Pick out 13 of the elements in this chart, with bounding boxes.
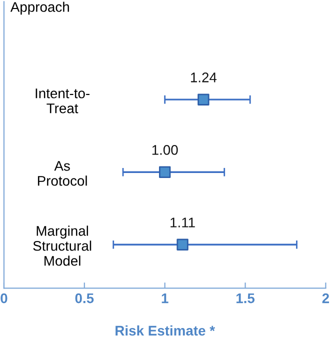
y-tick-label: As Protocol — [38, 161, 87, 186]
y-tick-label: Marginal Structural Model — [33, 226, 92, 266]
x-tick-label: 1 — [162, 294, 168, 304]
data-label: 1.00 — [152, 145, 178, 155]
x-axis-title: Risk Estimate * — [116, 325, 216, 336]
x-tick-label: 0.5 — [75, 293, 94, 304]
x-tick-label: 1.5 — [236, 294, 255, 304]
x-tick-label: 2 — [322, 293, 330, 304]
y-axis-title: Approach — [10, 2, 69, 15]
x-tick-label: 0 — [0, 293, 8, 304]
data-label: 1.24 — [190, 72, 217, 82]
data-label: 1.11 — [170, 218, 195, 228]
y-tick-label: Intent-to-Treat — [36, 88, 90, 114]
